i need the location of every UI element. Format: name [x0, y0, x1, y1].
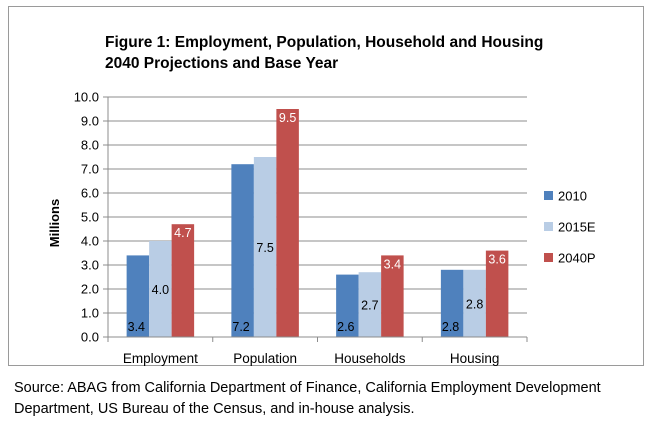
legend-swatch	[544, 253, 553, 262]
bar	[126, 255, 150, 337]
data-label: 2.7	[361, 299, 378, 313]
y-tick-label: 4.0	[81, 234, 99, 249]
legend-label: 2040P	[558, 251, 596, 266]
legend-label: 2015E	[558, 220, 596, 235]
data-label: 2.6	[337, 320, 354, 334]
data-label: 3.6	[488, 253, 505, 267]
chart-title-line-1: Figure 1: Employment, Population, Househ…	[105, 34, 543, 51]
y-tick-label: 6.0	[81, 186, 99, 201]
bar	[336, 274, 359, 337]
data-label: 3.4	[128, 320, 145, 334]
x-category-label: Households	[334, 351, 406, 366]
data-label: 3.4	[384, 257, 401, 271]
x-category-label: Employment	[123, 351, 198, 366]
data-label: 7.2	[232, 320, 249, 334]
data-labels: 3.4 4.0 4.7 7.2 7.5 9.5 2.6 2.7 3.4 2.8 2.8 3.6	[128, 111, 506, 334]
legend-label: 2010	[558, 189, 587, 204]
x-category-label: Housing	[450, 351, 500, 366]
y-tick-label: 5.0	[81, 210, 99, 225]
bar	[231, 164, 254, 337]
legend-swatch	[544, 191, 553, 200]
data-label: 9.5	[279, 111, 296, 125]
source-note: Source: ABAG from California Department …	[14, 380, 601, 417]
data-label: 2.8	[442, 320, 459, 334]
chart-frame: Figure 1: Employment, Population, Househ…	[8, 6, 644, 366]
axes: 0.0 1.0 2.0 3.0 4.0 5.0 6.0 7.0 8.0 9.0 10.0 Employ…	[74, 90, 528, 366]
bars	[126, 109, 509, 337]
x-category-label: Population	[233, 351, 297, 366]
chart-title-line-2: 2040 Projections and Base Year	[105, 55, 338, 72]
data-label: 4.7	[174, 226, 191, 240]
y-tick-label: 3.0	[81, 258, 99, 273]
bar	[440, 269, 464, 337]
bar	[485, 250, 509, 337]
legend: 2010 2015E 2040P	[544, 189, 596, 266]
legend-swatch	[544, 222, 553, 231]
data-label: 4.0	[152, 283, 169, 297]
y-axis-title: Millions	[47, 199, 62, 247]
data-label: 2.8	[466, 297, 483, 311]
data-label: 7.5	[256, 241, 273, 255]
y-tick-label: 9.0	[81, 114, 99, 129]
y-tick-label: 0.0	[81, 330, 99, 345]
y-tick-label: 7.0	[81, 162, 99, 177]
y-tick-label: 10.0	[74, 90, 99, 105]
bar	[253, 157, 277, 337]
chart-svg: Figure 1: Employment, Population, Househ…	[47, 34, 596, 366]
y-tick-label: 8.0	[81, 138, 99, 153]
bar	[276, 109, 299, 337]
bar	[149, 241, 172, 337]
y-tick-label: 1.0	[81, 306, 99, 321]
bar	[463, 269, 486, 337]
bar	[358, 272, 382, 337]
bar	[171, 224, 195, 337]
bar	[381, 255, 404, 337]
y-tick-label: 2.0	[81, 282, 99, 297]
